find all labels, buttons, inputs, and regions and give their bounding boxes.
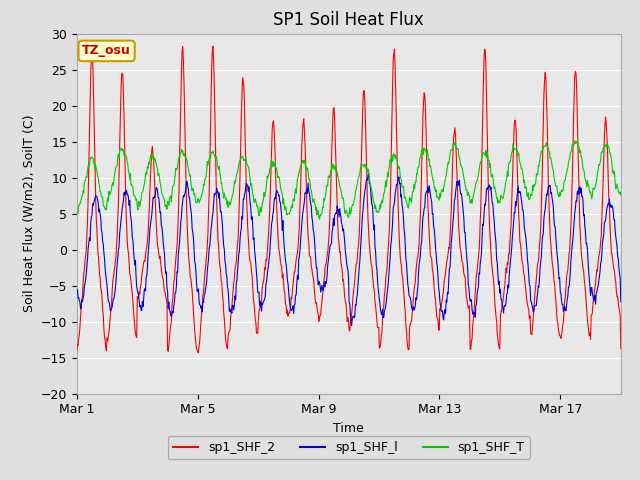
Legend: sp1_SHF_2, sp1_SHF_l, sp1_SHF_T: sp1_SHF_2, sp1_SHF_l, sp1_SHF_T <box>168 436 530 459</box>
X-axis label: Time: Time <box>333 422 364 435</box>
Y-axis label: Soil Heat Flux (W/m2), SoilT (C): Soil Heat Flux (W/m2), SoilT (C) <box>22 115 35 312</box>
Title: SP1 Soil Heat Flux: SP1 Soil Heat Flux <box>273 11 424 29</box>
Text: TZ_osu: TZ_osu <box>82 44 131 58</box>
